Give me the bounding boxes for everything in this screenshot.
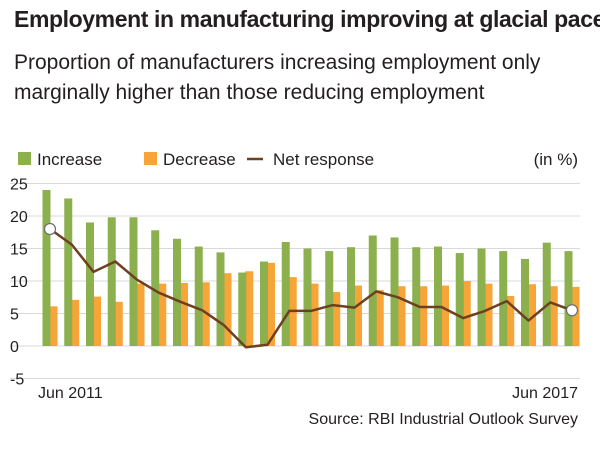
- increase-bar: [521, 258, 529, 346]
- net-endpoint-marker: [565, 304, 579, 317]
- increase-bar: [434, 246, 442, 346]
- x-axis-end-label: Jun 2017: [512, 385, 578, 402]
- decrease-bar: [397, 286, 406, 346]
- y-tick-label: 20: [10, 209, 28, 226]
- decrease-bar: [158, 283, 167, 346]
- increase-bar: [477, 248, 486, 346]
- legend-increase-swatch: [18, 152, 31, 165]
- increase-bar: [368, 235, 377, 346]
- decrease-bar: [71, 299, 80, 346]
- increase-bar: [390, 237, 399, 346]
- chart-legend: Increase Decrease Net response (in %): [18, 150, 578, 169]
- decrease-bar: [332, 292, 341, 346]
- chart-title: Employment in manufacturing improving at…: [14, 6, 600, 32]
- decrease-bar: [223, 273, 232, 346]
- decrease-bar: [136, 283, 145, 346]
- net-response-line: [49, 227, 573, 349]
- decrease-bar: [571, 286, 580, 346]
- increase-bar: [129, 217, 138, 346]
- increase-bar: [412, 247, 421, 346]
- decrease-bar: [462, 281, 471, 346]
- decrease-bar: [528, 284, 536, 346]
- decrease-bar: [354, 285, 362, 346]
- increase-bar: [564, 251, 573, 346]
- chart-subtitle: Proportion of manufacturers increasing e…: [14, 51, 541, 104]
- y-tick-label: 10: [10, 274, 28, 291]
- increase-bar: [281, 242, 290, 346]
- decrease-bar: [49, 306, 58, 346]
- increase-bar: [499, 251, 508, 346]
- decrease-bar: [267, 262, 275, 346]
- increase-bar: [455, 253, 464, 346]
- increase-bar: [86, 222, 94, 346]
- increase-bar: [216, 252, 225, 346]
- y-tick-label: 15: [10, 242, 28, 259]
- increase-bar: [303, 248, 312, 346]
- decrease-bar: [375, 290, 384, 346]
- decrease-bar: [484, 283, 493, 346]
- decrease-bar: [441, 285, 449, 346]
- decrease-bar: [245, 271, 254, 346]
- decrease-bar: [506, 295, 515, 346]
- decrease-bar: [419, 286, 428, 346]
- source-note: Source: RBI Industrial Outlook Survey: [308, 411, 578, 428]
- increase-bar: [42, 190, 51, 346]
- net-endpoint-marker: [43, 222, 57, 236]
- unit-label: (in %): [534, 150, 578, 169]
- decrease-bar: [310, 283, 319, 346]
- legend-decrease-swatch: [144, 152, 157, 165]
- increase-bar: [347, 247, 355, 346]
- increase-bar: [64, 198, 73, 346]
- increase-bar: [542, 242, 551, 346]
- decrease-bar: [180, 282, 188, 346]
- increase-bar: [238, 272, 247, 346]
- increase-bar: [194, 246, 203, 346]
- legend-increase-label: Increase: [37, 150, 102, 169]
- increase-bars: [42, 190, 573, 346]
- y-tick-label: 5: [10, 307, 19, 324]
- legend-decrease-label: Decrease: [163, 150, 236, 169]
- decrease-bar: [93, 296, 101, 346]
- net-response-series: [43, 222, 579, 349]
- y-tick-label: 25: [10, 177, 28, 194]
- y-axis-labels: 25 20 15 10 5 0 ‑5: [10, 177, 28, 389]
- y-tick-label: 0: [10, 339, 19, 356]
- legend-net-label: Net response: [273, 150, 374, 169]
- increase-bar: [260, 261, 268, 346]
- decrease-bar: [114, 301, 123, 346]
- increase-bar: [173, 238, 181, 346]
- y-tick-label: ‑5: [10, 372, 24, 389]
- increase-bar: [325, 251, 334, 346]
- x-axis-start-label: Jun 2011: [38, 385, 103, 402]
- increase-bar: [107, 217, 116, 346]
- decrease-bar: [549, 286, 558, 346]
- increase-bar: [151, 230, 160, 346]
